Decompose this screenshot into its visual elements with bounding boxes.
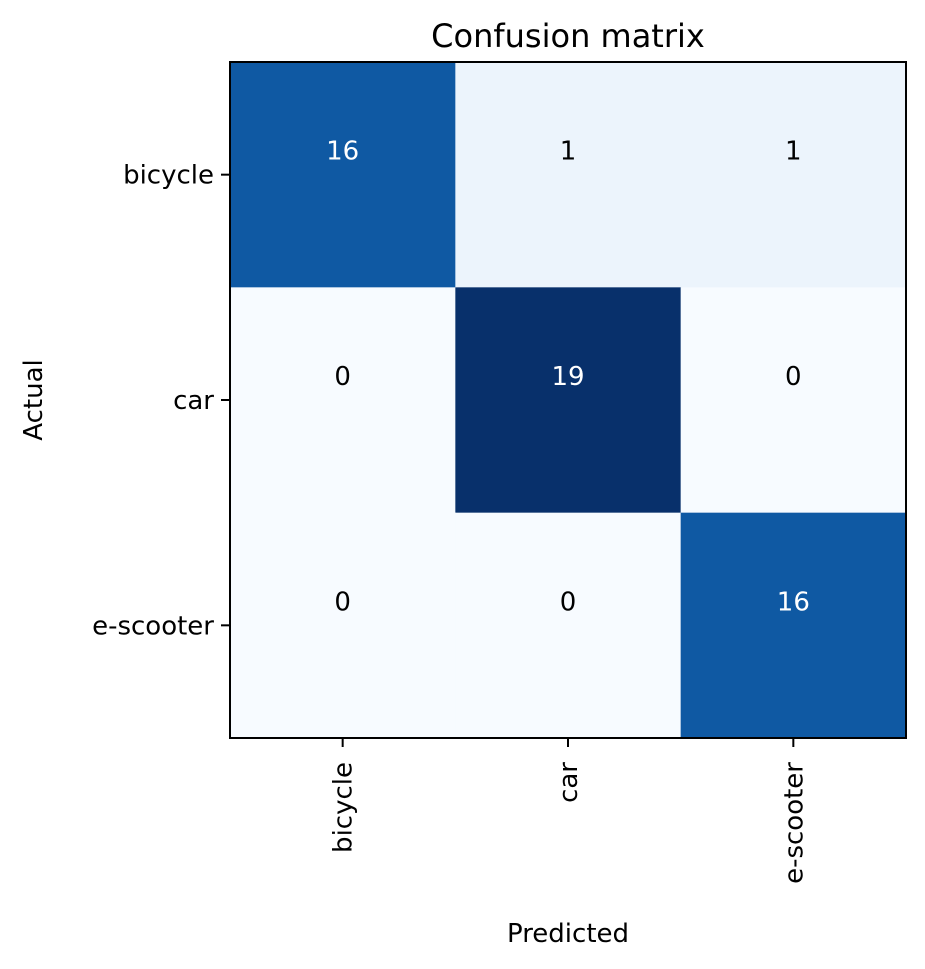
- cell-value-label: 1: [785, 137, 802, 167]
- heatmap-cell: [455, 512, 682, 739]
- cell-value-label: 16: [777, 587, 810, 617]
- heatmap-cell: [680, 287, 907, 514]
- y-axis-ticks: bicycle car e-scooter: [92, 161, 230, 641]
- heatmap-cell: [455, 287, 682, 514]
- y-tick-label: bicycle: [123, 161, 214, 191]
- x-tick-label: e-scooter: [779, 762, 809, 884]
- cell-value-label: 19: [551, 362, 584, 392]
- x-axis-label: Predicted: [507, 919, 629, 949]
- x-axis-ticks: bicycle car e-scooter: [329, 738, 809, 884]
- heatmap-cell: [680, 512, 907, 739]
- heatmap-cell: [455, 62, 682, 288]
- heatmap-cell: [230, 512, 456, 739]
- x-tick-label: bicycle: [329, 762, 359, 853]
- cell-value-label: 0: [785, 362, 802, 392]
- cell-value-labels: 16 1 10 19 00 0 16: [326, 137, 810, 618]
- cell-value-label: 16: [326, 137, 359, 167]
- cell-value-label: 0: [560, 587, 577, 617]
- heatmap-cell: [680, 62, 907, 288]
- y-tick-label: car: [173, 386, 214, 416]
- heatmap-cell: [230, 62, 456, 288]
- y-tick-label: e-scooter: [92, 611, 214, 641]
- cell-value-label: 0: [334, 362, 351, 392]
- y-axis-label: Actual: [19, 359, 49, 440]
- heatmap-cell: [230, 287, 456, 514]
- heatmap-cells: [230, 62, 907, 739]
- cell-value-label: 0: [334, 587, 351, 617]
- chart-title: Confusion matrix: [431, 17, 705, 55]
- cell-value-label: 1: [560, 137, 577, 167]
- x-tick-label: car: [554, 762, 584, 803]
